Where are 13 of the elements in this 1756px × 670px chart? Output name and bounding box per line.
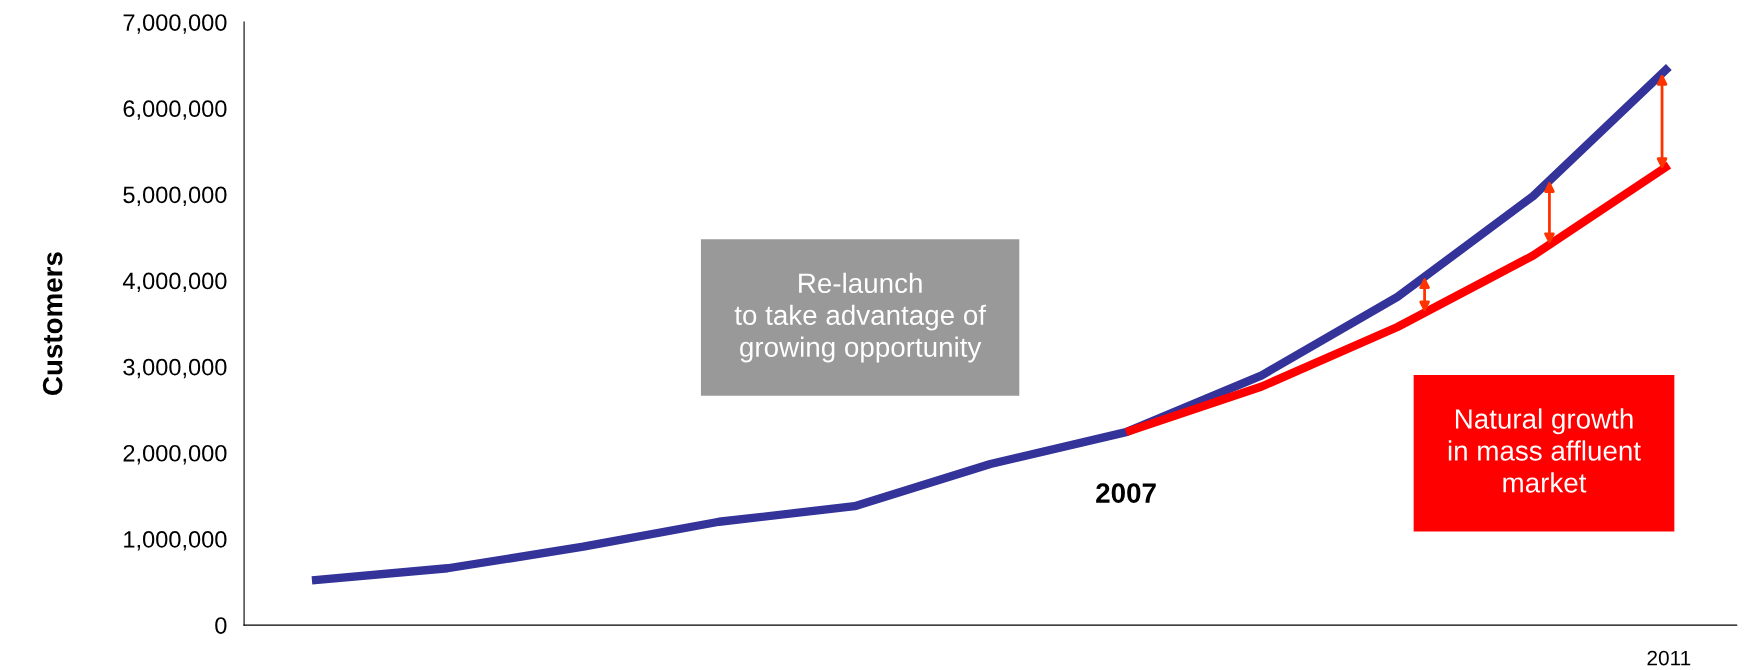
y-tick-label: 2,000,000 <box>123 444 227 465</box>
y-tick-label: 6,000,000 <box>123 100 227 120</box>
y-tick-label: 7,000,000 <box>123 14 227 34</box>
y-tick-label: 1,000,000 <box>124 531 227 551</box>
annotation: 2007 <box>1096 483 1156 503</box>
x-tick-label: 2011 <box>1647 650 1691 666</box>
annotation: Natural growth in mass affluent market <box>1448 408 1641 493</box>
y-tick-label: 5,000,000 <box>123 186 227 206</box>
y-tick-label: 0 <box>215 617 227 634</box>
y-tick-label: 3,000,000 <box>123 358 227 379</box>
y-tick-label: 4,000,000 <box>122 272 227 293</box>
y-axis-title: Customers <box>42 252 63 396</box>
annotation: Re-launch to take advantage of growing opportunity <box>734 272 987 363</box>
